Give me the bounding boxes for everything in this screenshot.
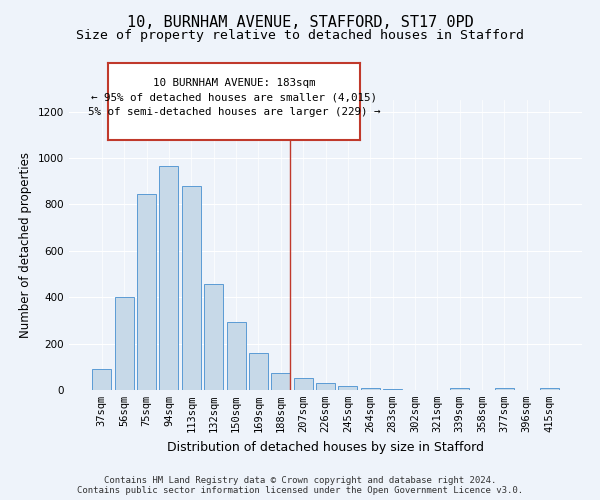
X-axis label: Distribution of detached houses by size in Stafford: Distribution of detached houses by size …	[167, 440, 484, 454]
Text: Contains HM Land Registry data © Crown copyright and database right 2024.
Contai: Contains HM Land Registry data © Crown c…	[77, 476, 523, 495]
Bar	[450, 388, 469, 390]
Y-axis label: Number of detached properties: Number of detached properties	[19, 152, 32, 338]
Bar	[293, 378, 313, 390]
Bar	[137, 194, 156, 390]
Bar	[316, 383, 335, 390]
Bar	[115, 297, 134, 390]
Bar	[539, 388, 559, 390]
Bar	[92, 369, 112, 390]
Bar	[495, 388, 514, 390]
Bar	[271, 372, 290, 390]
Text: Size of property relative to detached houses in Stafford: Size of property relative to detached ho…	[76, 30, 524, 43]
Bar	[361, 388, 380, 390]
Bar	[249, 353, 268, 390]
Text: 10 BURNHAM AVENUE: 183sqm
← 95% of detached houses are smaller (4,015)
5% of sem: 10 BURNHAM AVENUE: 183sqm ← 95% of detac…	[88, 78, 380, 117]
Bar	[160, 166, 178, 390]
Bar	[383, 389, 402, 390]
Bar	[338, 386, 358, 390]
Bar	[182, 186, 201, 390]
Bar	[227, 322, 245, 390]
Text: 10, BURNHAM AVENUE, STAFFORD, ST17 0PD: 10, BURNHAM AVENUE, STAFFORD, ST17 0PD	[127, 15, 473, 30]
Bar	[204, 284, 223, 390]
